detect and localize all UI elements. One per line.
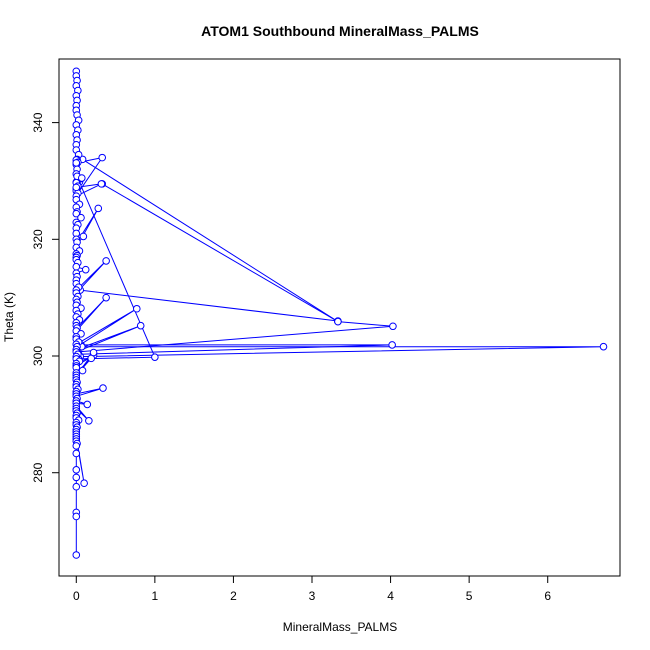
data-point xyxy=(72,482,81,491)
x-tick-label: 0 xyxy=(73,589,80,603)
data-point xyxy=(80,479,88,488)
data-point xyxy=(77,213,85,222)
data-point xyxy=(136,321,145,330)
data-point xyxy=(89,348,98,357)
data-point xyxy=(151,353,159,361)
data-point xyxy=(77,174,86,182)
data-point xyxy=(72,551,81,559)
data-point xyxy=(72,465,81,474)
data-point xyxy=(72,183,81,192)
x-axis-label: MineralMass_PALMS xyxy=(283,620,397,634)
data-point xyxy=(389,322,397,331)
y-tick-label: 280 xyxy=(31,462,45,482)
y-axis-label: Theta (K) xyxy=(2,292,16,342)
data-point xyxy=(98,153,107,162)
series-line-segment xyxy=(80,289,338,322)
x-axis: 0 1 2 3 4 5 6 xyxy=(73,575,551,603)
x-tick-label: 4 xyxy=(387,589,394,603)
x-tick-label: 6 xyxy=(544,589,551,603)
data-point xyxy=(97,180,106,188)
data-point xyxy=(94,204,103,213)
data-point xyxy=(83,400,92,409)
y-tick-label: 320 xyxy=(31,229,45,249)
x-tick-label: 5 xyxy=(466,589,473,603)
x-tick-label: 3 xyxy=(309,589,316,603)
y-axis: 280 300 320 340 xyxy=(31,112,60,483)
data-point xyxy=(99,384,107,392)
series-line-segment xyxy=(77,158,393,353)
data-point xyxy=(79,232,88,241)
y-tick-label: 340 xyxy=(31,112,45,132)
data-point xyxy=(81,265,90,274)
data-point xyxy=(388,341,396,349)
data-point xyxy=(72,262,81,271)
data-point xyxy=(599,342,608,351)
data-point xyxy=(132,304,141,313)
x-tick-label: 2 xyxy=(230,589,237,603)
series-line-segment xyxy=(101,183,339,323)
data-point xyxy=(78,366,87,375)
data-point xyxy=(72,442,81,450)
series-points xyxy=(72,67,608,559)
data-point xyxy=(102,257,110,265)
chart-title: ATOM1 Southbound MineralMass_PALMS xyxy=(201,23,479,39)
data-point xyxy=(72,209,81,218)
data-point xyxy=(102,293,110,302)
data-point xyxy=(334,317,342,326)
y-tick-label: 300 xyxy=(31,346,45,366)
data-point xyxy=(72,473,81,482)
data-point xyxy=(72,449,81,458)
data-point xyxy=(72,512,81,521)
x-tick-label: 1 xyxy=(152,589,159,603)
data-point xyxy=(72,159,81,167)
data-point xyxy=(85,416,93,425)
